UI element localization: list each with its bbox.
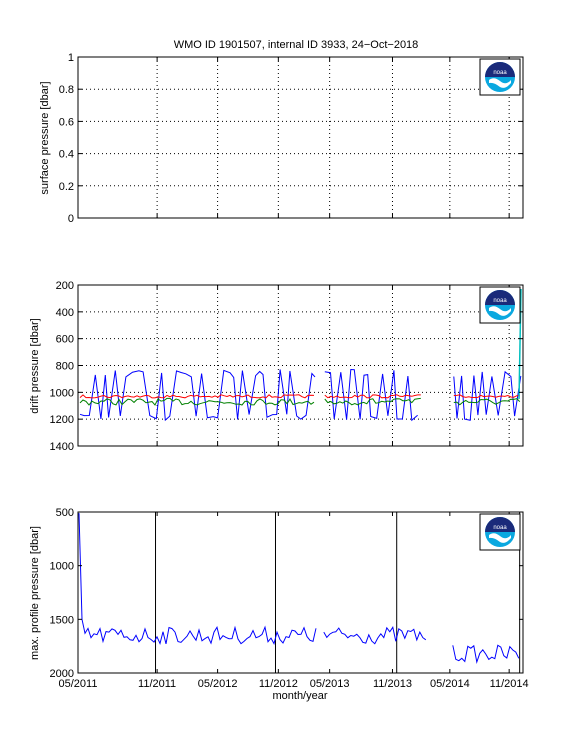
drift-blue-line bbox=[324, 368, 418, 422]
x-tick-label: 11/2014 bbox=[490, 678, 529, 690]
y-tick-label: 200 bbox=[56, 280, 74, 292]
drift-pressure-panel: 200 400 600 800 1000 1200 1400 drift pressure … bbox=[29, 280, 524, 453]
surface-pressure-panel: 0 0.2 0.4 0.6 0.8 1 surface pressure [dbar] n… bbox=[39, 52, 524, 225]
maxprof-line bbox=[452, 644, 520, 664]
drift-green-line bbox=[453, 398, 521, 406]
y-tick-label: 500 bbox=[56, 507, 74, 519]
year-marker-lines bbox=[155, 512, 521, 673]
surface-grid bbox=[78, 57, 523, 218]
drift-red-line bbox=[453, 394, 520, 398]
logo-text: noaa bbox=[493, 70, 507, 76]
drift-blue-line bbox=[453, 370, 522, 421]
maxprof-y-ticks: 500 1000 1500 2000 bbox=[50, 507, 523, 680]
noaa-logo-icon: noaa bbox=[479, 513, 521, 551]
y-tick-label: 1500 bbox=[50, 614, 74, 626]
maxprof-axes bbox=[77, 511, 524, 674]
drift-end-spike bbox=[518, 289, 522, 400]
drift-grid bbox=[78, 285, 523, 446]
noaa-logo-icon: noaa bbox=[479, 286, 521, 324]
maxprof-line bbox=[78, 513, 317, 646]
x-tick-label: 05/2011 bbox=[59, 678, 98, 690]
y-tick-label: 0.4 bbox=[59, 149, 74, 161]
y-tick-label: 600 bbox=[56, 334, 74, 346]
y-tick-label: 400 bbox=[56, 307, 74, 319]
drift-green-line bbox=[324, 397, 421, 406]
x-tick-label: 11/2012 bbox=[259, 678, 298, 690]
y-tick-label: 1 bbox=[68, 52, 74, 64]
logo-text: noaa bbox=[493, 298, 507, 304]
drift-series bbox=[79, 289, 522, 422]
drift-y-label: drift pressure [dbar] bbox=[29, 318, 41, 413]
x-tick-label: 11/2013 bbox=[373, 678, 412, 690]
x-tick-label: 05/2014 bbox=[430, 678, 470, 690]
y-tick-label: 1000 bbox=[50, 387, 74, 399]
maxprof-x-ticks: 05/2011 11/2011 05/2012 11/2012 05/2013 11/20… bbox=[59, 512, 529, 690]
surface-y-label: surface pressure [dbar] bbox=[39, 81, 51, 194]
maxprof-line bbox=[323, 626, 427, 645]
y-tick-label: 0 bbox=[68, 213, 74, 225]
y-tick-label: 1000 bbox=[50, 561, 74, 573]
noaa-logo-icon: noaa bbox=[479, 58, 521, 96]
y-tick-label: 1400 bbox=[50, 441, 74, 453]
drift-green-line bbox=[79, 397, 315, 406]
maxprof-y-label: max. profile pressure [dbar] bbox=[29, 526, 41, 660]
maxprof-series bbox=[78, 513, 520, 664]
drift-y-ticks: 200 400 600 800 1000 1200 1400 bbox=[50, 280, 523, 453]
x-tick-label: 05/2012 bbox=[198, 678, 238, 690]
drift-axes bbox=[77, 284, 524, 447]
max-profile-pressure-panel: 500 1000 1500 2000 05/2011 11/2011 05/2012 11/… bbox=[29, 507, 529, 702]
surface-axes bbox=[77, 56, 524, 219]
y-tick-label: 0.8 bbox=[59, 84, 74, 96]
x-axis-label: month/year bbox=[272, 690, 327, 702]
x-tick-label: 11/2011 bbox=[138, 678, 176, 690]
surface-y-ticks: 0 0.2 0.4 0.6 0.8 1 bbox=[59, 52, 523, 225]
y-tick-label: 800 bbox=[56, 361, 74, 373]
y-tick-label: 0.6 bbox=[59, 116, 74, 128]
x-tick-label: 05/2013 bbox=[310, 678, 350, 690]
drift-red-line bbox=[324, 394, 421, 399]
logo-text: noaa bbox=[493, 525, 507, 531]
y-tick-label: 1200 bbox=[50, 414, 74, 426]
surface-x-ticks bbox=[77, 57, 510, 218]
figure-title: WMO ID 1901507, internal ID 3933, 24−Oct… bbox=[174, 39, 419, 51]
y-tick-label: 2000 bbox=[50, 668, 74, 680]
drift-red-line bbox=[79, 394, 315, 399]
y-tick-label: 0.2 bbox=[59, 181, 74, 193]
